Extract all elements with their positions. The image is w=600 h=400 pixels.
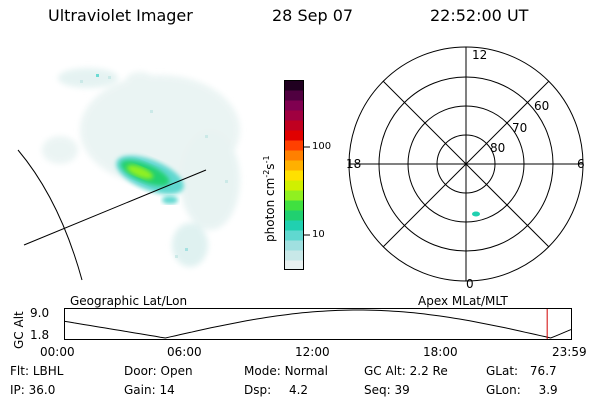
date-label: 28 Sep 07 (272, 6, 354, 25)
lat-label-80: 80 (490, 141, 505, 155)
glat-field: GLat: 76.7 (486, 364, 557, 378)
colorbar-stripe (284, 150, 304, 161)
filter-field: Flt: LBHL (10, 364, 64, 378)
instrument-title: Ultraviolet Imager (48, 6, 193, 25)
polar-emission-spot (472, 211, 480, 217)
mlt-label-18: 18 (346, 157, 361, 171)
colorbar-stripe (284, 170, 304, 181)
x-tick-1200: 12:00 (295, 345, 330, 359)
door-field: Door: Open (124, 364, 193, 378)
colorbar-unit: photon cm-2s-1 (262, 155, 277, 242)
filter-value: LBHL (32, 364, 64, 378)
orbit-y-axis-label: GC Alt (12, 311, 26, 349)
colorbar-stripe (284, 180, 304, 191)
time-label: 22:52:00 UT (430, 6, 529, 25)
seq-field: Seq: 39 (364, 383, 410, 397)
colorbar-stripe (284, 200, 304, 211)
mode-field: Mode: Normal (244, 364, 328, 378)
orbit-plot (64, 308, 572, 340)
colorbar-tick-10: 10 (312, 229, 325, 240)
polar-plot: 12 18 6 0 60 70 80 (346, 46, 585, 291)
colorbar-stripe (284, 210, 304, 221)
lat-label-60: 60 (534, 99, 549, 113)
glon-field: GLon: 3.9 (486, 383, 558, 397)
polar-diagonal-2 (382, 80, 550, 248)
gain-value: 14 (159, 383, 175, 397)
title-row: Ultraviolet Imager 28 Sep 07 22:52:00 UT (0, 6, 600, 30)
dsp-value: 4.2 (288, 383, 309, 397)
colorbar-ticks (304, 146, 310, 236)
longitude-line (23, 169, 207, 246)
orbit-y-max: 9.0 (30, 306, 50, 320)
colorbar-gradient (284, 80, 304, 271)
colorbar-stripe (284, 100, 304, 111)
auroral-emission-faint (42, 68, 240, 267)
orbit-y-min: 1.8 (30, 328, 50, 342)
auroral-emission-bright (116, 155, 184, 204)
colorbar-stripe (284, 190, 304, 201)
glon-value: 3.9 (538, 383, 558, 397)
colorbar-stripe (284, 130, 304, 141)
colorbar-stripe (284, 260, 304, 271)
dsp-field: Dsp: 4.2 (244, 383, 309, 397)
gc-alt-field: GC Alt: 2.2 Re (364, 364, 448, 378)
auroral-emission-speckle (80, 74, 228, 258)
mode-value: Normal (284, 364, 328, 378)
colorbar-stripe (284, 220, 304, 231)
x-tick-0600: 06:00 (167, 345, 202, 359)
mlt-label-6: 6 (577, 157, 585, 171)
x-tick-1800: 18:00 (423, 345, 458, 359)
colorbar-stripe (284, 250, 304, 261)
latitude-arc (17, 149, 83, 281)
orbit-altitude-curve (64, 309, 572, 339)
colorbar (284, 80, 304, 271)
seq-value: 39 (394, 383, 410, 397)
geographic-image (17, 68, 240, 281)
gain-field: Gain: 14 (124, 383, 175, 397)
gc-alt-value: 2.2 Re (409, 364, 448, 378)
colorbar-stripe (284, 110, 304, 121)
colorbar-frame (284, 80, 304, 270)
lat-label-70: 70 (512, 121, 527, 135)
door-value: Open (160, 364, 193, 378)
glat-value: 76.7 (529, 364, 557, 378)
colorbar-stripe (284, 240, 304, 251)
colorbar-tick-100: 100 (312, 141, 332, 152)
colorbar-stripe (284, 80, 304, 91)
colorbar-stripe (284, 120, 304, 131)
ip-field: IP: 36.0 (10, 383, 56, 397)
mlt-label-12: 12 (472, 48, 487, 62)
mlt-label-0: 0 (466, 277, 474, 291)
colorbar-stripe (284, 230, 304, 241)
colorbar-stripe (284, 140, 304, 151)
orbit-plot-frame (64, 308, 572, 340)
colorbar-stripe (284, 160, 304, 171)
ip-value: 36.0 (28, 383, 56, 397)
x-tick-0000: 00:00 (40, 345, 75, 359)
colorbar-stripe (284, 90, 304, 101)
x-tick-2359: 23:59 (552, 345, 587, 359)
geographic-label: Geographic Lat/Lon (70, 294, 188, 308)
apex-label: Apex MLat/MLT (418, 294, 508, 308)
